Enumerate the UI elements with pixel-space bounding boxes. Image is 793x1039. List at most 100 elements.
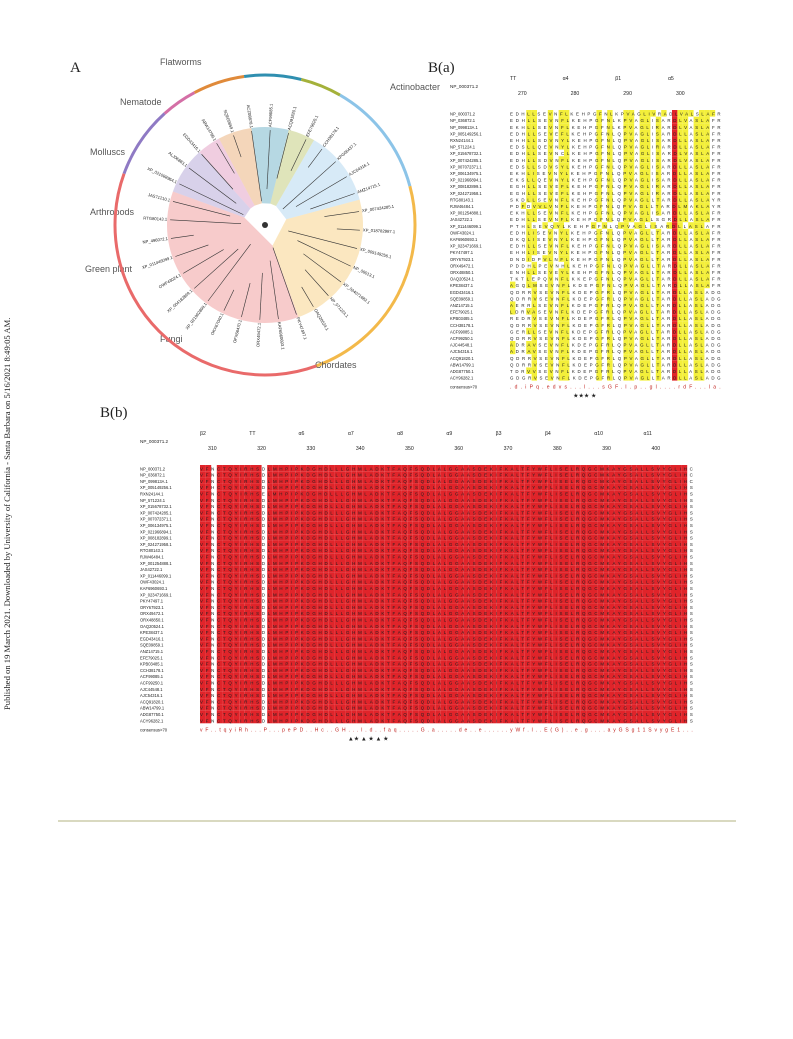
residue-cell	[603, 509, 609, 516]
leaf-label: OWF43024.1	[158, 272, 183, 289]
sequence-id: XP_023471669.1	[450, 244, 482, 249]
residue-cell	[603, 685, 609, 692]
residue-cell	[596, 202, 602, 209]
residue-cell	[396, 704, 402, 711]
residue-cell	[625, 597, 632, 604]
residue-cell	[485, 660, 492, 667]
residue-cell	[580, 584, 587, 591]
sequence-row: EKHLLSEVNFLKEHPGFNLKPVAGLIRARDLVASLAFR	[510, 125, 721, 130]
residue-cell	[676, 465, 682, 472]
residue-cell	[396, 509, 402, 516]
residue-cell	[597, 584, 604, 591]
residue-cell	[317, 465, 324, 472]
residue-cell	[642, 559, 648, 566]
residue-cell	[508, 572, 514, 579]
residue-cell	[596, 367, 602, 374]
residue-cell	[256, 628, 262, 636]
residue-cell	[636, 672, 643, 680]
residue-cell	[676, 546, 682, 554]
residue-cell	[608, 553, 615, 560]
residue-cell	[351, 597, 357, 604]
residue-cell	[300, 559, 307, 566]
residue-cell	[233, 572, 240, 579]
residue-cell	[239, 660, 245, 667]
residue-cell	[345, 509, 352, 516]
residue-cell	[513, 483, 520, 491]
residue-cell	[519, 496, 525, 503]
residue-cell	[284, 515, 290, 522]
residue-cell	[586, 597, 592, 604]
residue-cell	[317, 616, 324, 623]
ss-label: α9	[446, 431, 452, 437]
residue-cell	[317, 509, 324, 516]
residue-cell	[569, 654, 576, 661]
residue-cell	[693, 209, 699, 216]
residue-cell	[519, 628, 525, 636]
residue-cell	[558, 654, 564, 661]
sequence-row: QDRRVSEVNFLKDEPGFRLQPVAGLLTARDLLASLADG	[510, 296, 721, 301]
residue-cell	[648, 597, 654, 604]
residue-cell	[373, 591, 380, 598]
residue-cell	[205, 553, 212, 560]
residue-cell	[704, 261, 710, 269]
residue-cell	[278, 553, 284, 560]
residue-cell	[564, 143, 570, 150]
residue-cell	[524, 540, 531, 547]
residue-cell	[496, 672, 503, 680]
residue-cell	[681, 502, 688, 510]
residue-cell	[228, 591, 234, 598]
residue-cell	[373, 698, 380, 705]
residue-cell	[429, 628, 436, 636]
residue-cell	[653, 483, 660, 491]
residue-cell	[682, 129, 689, 137]
residue-cell	[699, 255, 705, 262]
residue-cell	[639, 209, 645, 216]
residue-cell	[586, 572, 592, 579]
residue-cell	[575, 546, 581, 554]
residue-cell	[340, 603, 346, 610]
residue-cell	[607, 136, 613, 143]
residue-cell	[379, 647, 385, 654]
residue-cell	[676, 540, 682, 547]
residue-cell	[496, 540, 503, 547]
download-note: Published on 19 March 2021. Downloaded b…	[2, 317, 12, 710]
residue-cell	[418, 477, 424, 484]
sequence-id: NP_099813A.1	[450, 125, 478, 130]
residue-cell	[547, 294, 554, 302]
residue-cell	[592, 647, 598, 654]
residue-cell	[390, 679, 396, 686]
residue-cell	[524, 490, 531, 497]
residue-cell	[396, 572, 402, 579]
residue-cell	[704, 228, 710, 236]
residue-cell	[334, 698, 340, 705]
residue-cell	[496, 679, 503, 686]
residue-cell	[300, 465, 307, 472]
residue-cell	[670, 546, 676, 554]
residue-cell	[334, 603, 340, 610]
residue-cell	[547, 465, 553, 472]
residue-cell	[699, 321, 705, 328]
residue-cell	[401, 717, 408, 724]
residue-cell	[699, 116, 705, 124]
residue-cell	[440, 609, 447, 617]
residue-cell	[608, 521, 615, 528]
residue-cell	[547, 672, 553, 680]
residue-cell	[502, 666, 508, 673]
residue-cell	[250, 540, 256, 547]
residue-cell	[625, 578, 632, 585]
residue-cell	[468, 717, 475, 724]
residue-cell	[659, 698, 665, 705]
residue-cell	[295, 717, 301, 724]
residue-cell	[603, 515, 609, 522]
residue-cell	[547, 301, 554, 308]
residue-cell	[250, 679, 256, 686]
residue-cell	[233, 635, 240, 642]
residue-cell	[407, 647, 413, 654]
residue-cell	[412, 710, 419, 717]
residue-cell	[597, 609, 604, 617]
residue-cell	[672, 143, 678, 150]
residue-cell	[440, 515, 447, 522]
residue-cell	[552, 616, 559, 623]
residue-cell	[552, 635, 559, 642]
residue-cell	[631, 521, 637, 528]
